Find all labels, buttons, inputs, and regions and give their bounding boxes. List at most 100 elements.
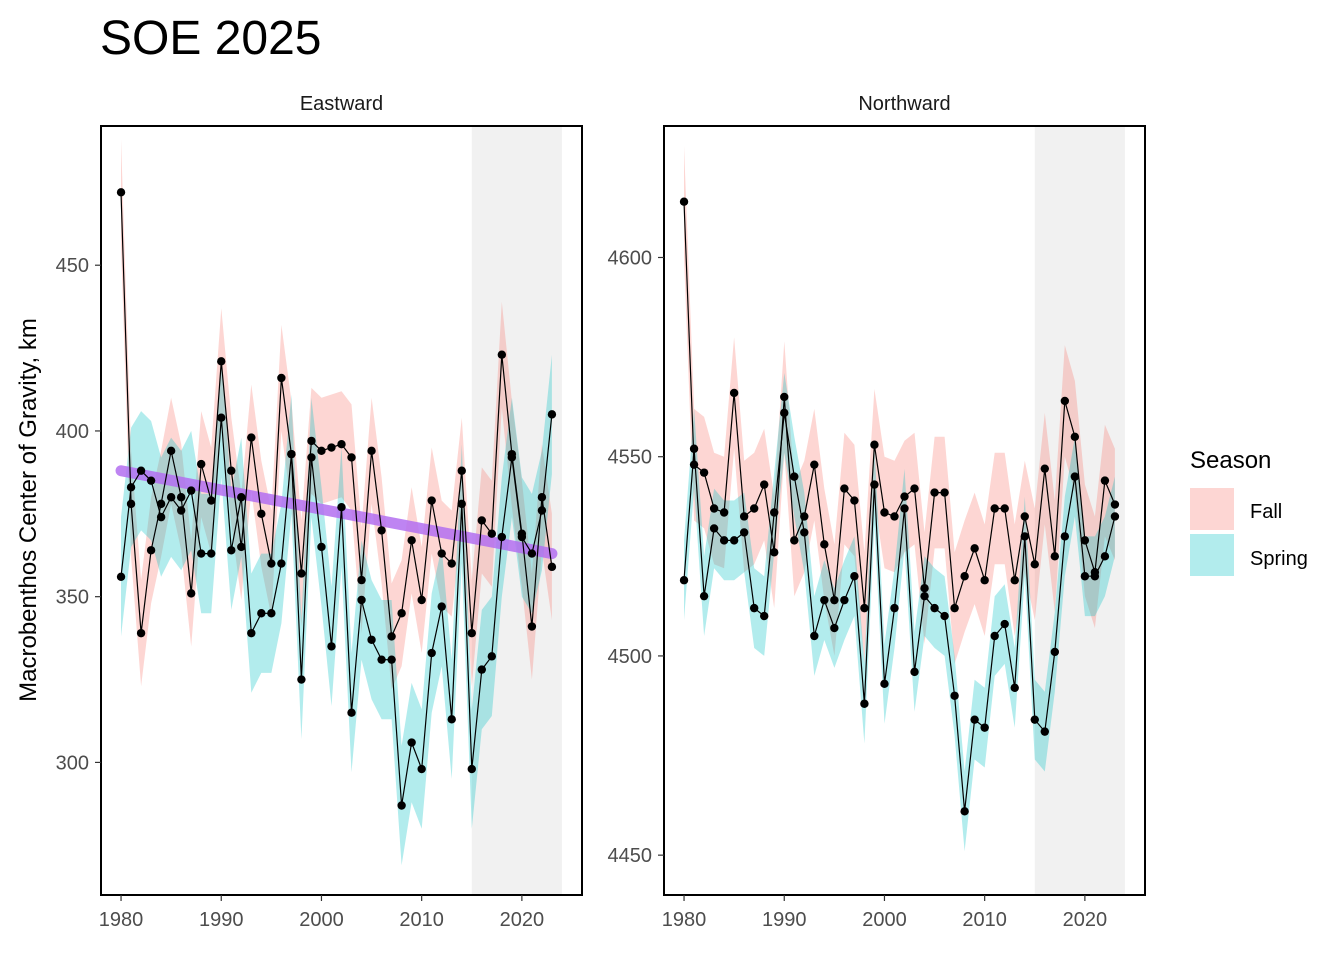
x-tick-label-northward-1990: 1990 — [762, 909, 807, 931]
data-point-fall-eastward-2022 — [537, 493, 547, 502]
data-point-spring-northward-1993 — [810, 631, 819, 641]
ribbon-spring-northward — [684, 373, 1115, 852]
y-tick-label-eastward-450: 450 — [56, 255, 89, 277]
y-axis-label: Macrobenthos Center of Gravity, km — [15, 318, 42, 702]
data-point-fall-eastward-2018 — [497, 350, 507, 359]
data-point-fall-northward-2002 — [900, 492, 909, 501]
data-point-spring-northward-2023 — [1110, 512, 1120, 521]
data-point-fall-eastward-1986 — [176, 493, 186, 502]
data-point-fall-eastward-1983 — [146, 546, 156, 555]
data-point-spring-eastward-2011 — [427, 648, 436, 658]
data-point-spring-northward-2013 — [1010, 683, 1019, 693]
data-point-spring-eastward-1983 — [146, 476, 156, 485]
y-tick-label-eastward-350: 350 — [56, 587, 89, 609]
series-line-fall-eastward — [120, 192, 553, 637]
data-point-fall-northward-2006 — [940, 488, 949, 497]
data-point-fall-northward-1993 — [810, 460, 819, 469]
data-point-fall-eastward-1980 — [116, 188, 126, 197]
data-point-fall-eastward-2013 — [447, 559, 456, 568]
data-point-spring-northward-2021 — [1090, 572, 1100, 581]
x-tick-label-eastward-2000: 2000 — [299, 909, 344, 931]
data-point-spring-northward-1996 — [840, 595, 849, 605]
data-point-fall-eastward-1988 — [197, 459, 206, 469]
data-point-fall-northward-1996 — [840, 484, 849, 493]
legend: Season Fall Spring — [1190, 447, 1308, 576]
y-tick-label-northward-4500: 4500 — [608, 646, 653, 668]
data-point-spring-northward-2004 — [920, 591, 929, 601]
data-point-fall-northward-1984 — [719, 508, 729, 517]
legend-swatch-spring — [1190, 534, 1234, 576]
data-point-spring-northward-2006 — [940, 611, 949, 621]
data-point-spring-eastward-1999 — [307, 453, 316, 462]
data-point-spring-eastward-1980 — [116, 572, 126, 581]
data-point-spring-eastward-2012 — [437, 602, 446, 611]
data-point-fall-northward-2023 — [1110, 500, 1120, 509]
data-point-fall-northward-1988 — [760, 480, 769, 489]
data-point-spring-eastward-1996 — [277, 559, 286, 568]
data-point-spring-eastward-2005 — [367, 635, 376, 644]
data-point-fall-northward-2009 — [970, 544, 979, 553]
data-point-spring-northward-2010 — [980, 723, 989, 732]
data-point-spring-eastward-2016 — [477, 665, 486, 674]
x-tick-label-eastward-2010: 2010 — [399, 909, 444, 931]
data-point-spring-northward-1988 — [760, 611, 769, 621]
data-point-fall-northward-1986 — [739, 512, 749, 521]
data-point-spring-northward-1986 — [739, 528, 749, 537]
data-point-spring-eastward-1994 — [257, 609, 266, 618]
data-point-fall-eastward-2002 — [337, 440, 346, 449]
legend-label-spring: Spring — [1250, 548, 1308, 570]
data-point-spring-eastward-2007 — [387, 655, 396, 664]
data-point-spring-eastward-1993 — [247, 628, 256, 638]
data-point-fall-eastward-2016 — [477, 516, 486, 525]
data-point-fall-northward-1981 — [689, 460, 699, 469]
data-point-fall-northward-2003 — [910, 484, 919, 493]
data-point-fall-eastward-1992 — [237, 542, 246, 552]
data-point-fall-eastward-1990 — [217, 357, 226, 366]
data-point-spring-northward-2017 — [1050, 647, 1060, 657]
data-point-spring-eastward-1998 — [297, 675, 306, 684]
data-point-fall-eastward-2000 — [317, 446, 326, 456]
ribbon-fall-northward — [684, 145, 1115, 664]
y-tick-label-eastward-300: 300 — [56, 752, 89, 774]
data-point-fall-eastward-2005 — [367, 446, 376, 456]
strip-label-eastward: Eastward — [300, 93, 383, 115]
data-point-spring-northward-2022 — [1100, 552, 1110, 561]
panel-eastward: Eastward 1980 1990 2000 2010 2020 300 350 400 450 — [56, 93, 583, 931]
data-point-spring-northward-1992 — [800, 528, 809, 537]
series-line-fall-northward — [683, 201, 1116, 609]
data-point-spring-northward-2003 — [910, 667, 919, 677]
data-point-fall-northward-2000 — [880, 508, 889, 517]
data-point-fall-northward-2013 — [1010, 576, 1019, 585]
legend-title: Season — [1190, 447, 1271, 474]
y-tick-label-northward-4450: 4450 — [608, 845, 653, 867]
x-tick-label-northward-2020: 2020 — [1063, 909, 1108, 931]
data-point-fall-eastward-2015 — [467, 628, 476, 638]
data-point-fall-northward-2019 — [1070, 432, 1080, 441]
data-point-fall-eastward-2010 — [417, 595, 426, 605]
data-point-fall-northward-1991 — [790, 536, 799, 545]
data-point-fall-northward-2018 — [1060, 396, 1070, 406]
data-point-fall-northward-2011 — [990, 504, 999, 513]
data-point-fall-northward-2020 — [1080, 536, 1090, 545]
data-point-spring-northward-2000 — [880, 679, 889, 689]
data-point-fall-northward-1990 — [780, 392, 789, 402]
x-tick-label-eastward-2020: 2020 — [500, 909, 545, 931]
data-point-spring-eastward-1985 — [166, 493, 176, 502]
data-point-fall-eastward-1987 — [186, 589, 196, 598]
data-point-fall-eastward-1995 — [267, 559, 276, 568]
data-point-spring-northward-2008 — [960, 807, 969, 816]
data-point-fall-eastward-2004 — [357, 575, 366, 585]
data-point-spring-eastward-2010 — [417, 764, 426, 774]
data-point-spring-eastward-2023 — [547, 410, 557, 419]
data-point-fall-eastward-1996 — [277, 373, 286, 383]
data-point-spring-eastward-1988 — [197, 549, 206, 558]
y-tick-label-eastward-400: 400 — [56, 421, 89, 443]
data-point-fall-northward-1985 — [729, 388, 739, 398]
data-point-spring-northward-1987 — [749, 603, 759, 613]
data-point-spring-eastward-1987 — [186, 486, 196, 495]
panel-border-eastward — [100, 125, 583, 896]
data-point-fall-eastward-1999 — [307, 436, 316, 446]
data-point-fall-eastward-1989 — [207, 496, 216, 505]
data-point-fall-eastward-1993 — [247, 433, 256, 442]
